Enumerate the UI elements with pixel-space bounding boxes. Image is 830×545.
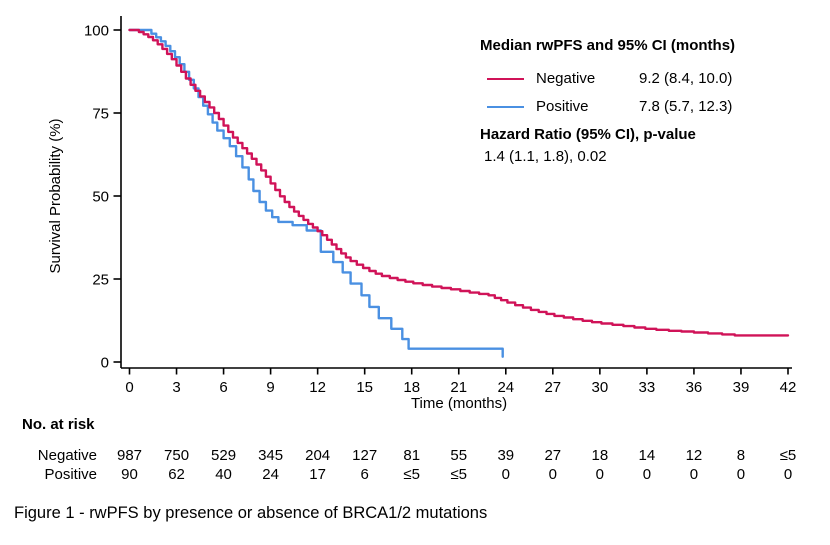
risk-value: 90 (121, 466, 138, 483)
y-tick-label: 75 (92, 106, 109, 123)
risk-value: 81 (403, 447, 420, 464)
risk-value: 0 (784, 466, 792, 483)
risk-value: 39 (497, 447, 514, 464)
risk-value: 12 (686, 447, 703, 464)
risk-value: 127 (352, 447, 377, 464)
legend-hazard-ratio-value: 1.4 (1.1, 1.8), 0.02 (484, 148, 607, 165)
risk-value: ≤5 (403, 466, 420, 483)
y-axis-title: Survival Probability (%) (47, 118, 64, 273)
x-tick-label: 18 (403, 379, 420, 396)
risk-value: 55 (450, 447, 467, 464)
risk-row-label-positive: Positive (44, 466, 97, 483)
x-tick-label: 42 (780, 379, 797, 396)
negative-line-swatch (487, 77, 524, 81)
x-tick-label: 39 (733, 379, 750, 396)
legend-value-positive: 7.8 (5.7, 12.3) (639, 98, 733, 115)
legend-value-negative: 9.2 (8.4, 10.0) (639, 70, 733, 87)
risk-value: 14 (639, 447, 656, 464)
risk-value: 345 (258, 447, 283, 464)
legend-hazard-ratio-header: Hazard Ratio (95% CI), p-value (480, 126, 696, 143)
y-tick-label: 0 (101, 355, 109, 372)
legend-label-negative: Negative (536, 70, 596, 87)
risk-value: 987 (117, 447, 142, 464)
x-tick-label: 24 (497, 379, 514, 396)
risk-value: 529 (211, 447, 236, 464)
risk-value: 27 (544, 447, 561, 464)
x-tick-label: 33 (639, 379, 656, 396)
risk-value: 18 (592, 447, 609, 464)
y-tick-label: 50 (92, 189, 109, 206)
x-tick-label: 36 (686, 379, 703, 396)
risk-value: 8 (737, 447, 745, 464)
risk-value: 40 (215, 466, 232, 483)
legend-label-positive: Positive (536, 98, 589, 115)
curve-positive (128, 28, 504, 358)
figure-caption: Figure 1 - rwPFS by presence or absence … (14, 504, 488, 522)
risk-value: ≤5 (450, 466, 467, 483)
legend-row-negative: Negative 9.2 (8.4, 10.0) (480, 65, 810, 93)
risk-value: ≤5 (780, 447, 797, 464)
risk-value: 0 (549, 466, 557, 483)
risk-value: 6 (361, 466, 369, 483)
x-tick-label: 15 (356, 379, 373, 396)
x-tick-label: 3 (172, 379, 180, 396)
x-tick-label: 27 (544, 379, 561, 396)
risk-value: 204 (305, 447, 330, 464)
x-tick-label: 9 (266, 379, 274, 396)
y-tick-label: 25 (92, 272, 109, 289)
x-tick-label: 6 (219, 379, 227, 396)
risk-row-label-negative: Negative (38, 447, 97, 464)
risk-value: 0 (737, 466, 745, 483)
x-axis-title: Time (months) (411, 395, 507, 412)
risk-value: 0 (502, 466, 510, 483)
risk-value: 17 (309, 466, 326, 483)
risk-value: 0 (690, 466, 698, 483)
y-tick-label: 100 (84, 23, 109, 40)
risk-value: 24 (262, 466, 279, 483)
legend: Median rwPFS and 95% CI (months) Negativ… (480, 36, 810, 167)
risk-value: 0 (596, 466, 604, 483)
legend-median-header: Median rwPFS and 95% CI (months) (480, 37, 736, 54)
risk-value: 750 (164, 447, 189, 464)
x-tick-label: 12 (309, 379, 326, 396)
risk-value: 62 (168, 466, 185, 483)
risk-value: 0 (643, 466, 651, 483)
risk-table-title: No. at risk (22, 416, 95, 433)
curve-negative (128, 28, 790, 337)
x-tick-label: 30 (592, 379, 609, 396)
x-tick-label: 21 (450, 379, 467, 396)
positive-line-swatch (487, 105, 524, 109)
x-tick-label: 0 (125, 379, 133, 396)
legend-row-positive: Positive 7.8 (5.7, 12.3) (480, 93, 810, 121)
